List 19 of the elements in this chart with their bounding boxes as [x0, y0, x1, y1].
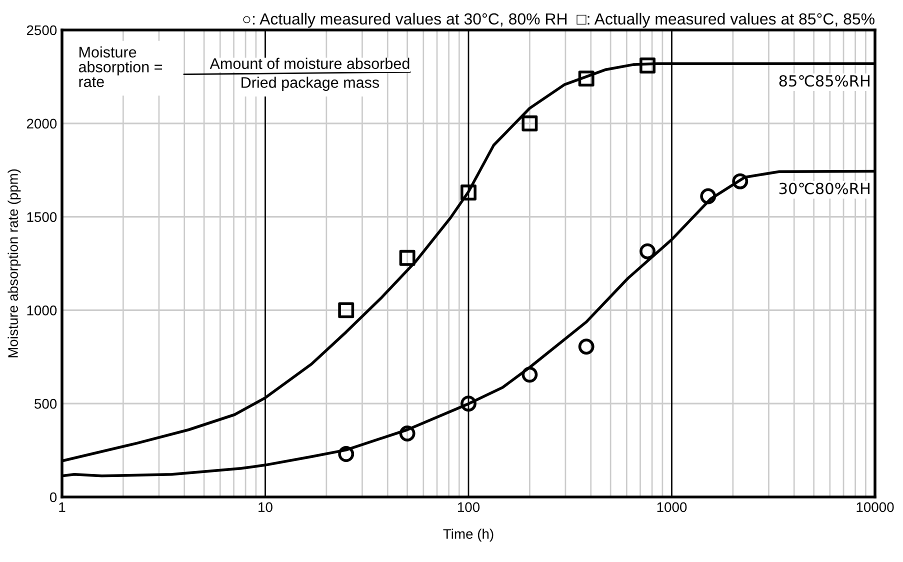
y-tick-label: 2000 — [26, 118, 57, 129]
y-tick-label: 0 — [50, 492, 57, 502]
annotation: Dried package mass — [242, 76, 380, 91]
annotation: Moisture absorption = rate — [78, 46, 162, 88]
y-tick-label: 1000 — [27, 306, 57, 316]
chart-title: ○: Actually measured values at 30°C, 80% RH □: Actually measured values at 85°C, 85% — [243, 12, 874, 28]
x-tick-label: 10000 — [856, 502, 894, 512]
y-tick-label: 500 — [34, 398, 57, 409]
x-axis-title: Time (h) — [443, 528, 494, 542]
annotation: Amount of moisture absorbed — [210, 58, 410, 70]
x-tick-label: 100 — [458, 502, 480, 512]
x-tick-label: 10 — [258, 502, 272, 512]
series-label: 30℃80%RH — [779, 182, 870, 194]
y-tick-label: 2500 — [26, 25, 57, 36]
y-tick-label: 1500 — [27, 212, 57, 222]
x-tick-label: 1 — [59, 502, 66, 512]
y-axis-title: Moisture absorption rate (ppm) — [8, 169, 21, 358]
series-label: 85℃85%RH — [779, 75, 870, 87]
x-tick-label: 1000 — [657, 502, 687, 512]
